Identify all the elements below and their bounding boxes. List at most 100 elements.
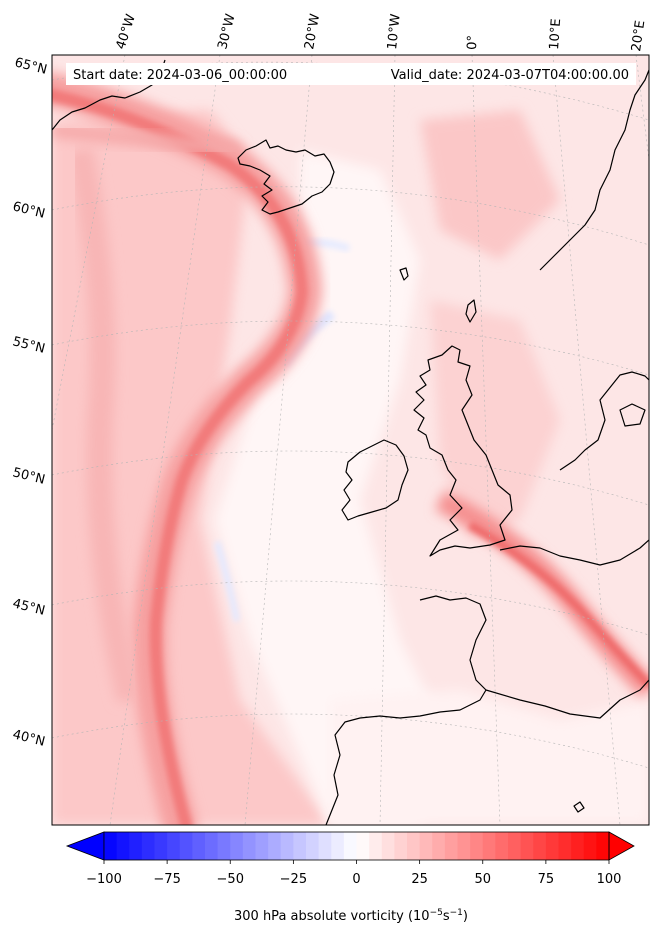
- colorbar-ticks: −100 −75 −50 −25 0 25 50 75 100: [86, 860, 621, 887]
- colorbar-tick-label: 75: [538, 872, 555, 887]
- vorticity-channel-band-core: [468, 521, 649, 688]
- colorbar-band: [394, 832, 408, 860]
- colorbar-band: [407, 832, 421, 860]
- colorbar-band: [179, 832, 193, 860]
- map-panel: [52, 55, 649, 825]
- lon-label-20w: 20°W: [302, 13, 323, 51]
- colorbar-tick-label: −100: [86, 872, 122, 887]
- colorbar-band: [167, 832, 181, 860]
- colorbar-band: [306, 832, 320, 860]
- france-iberia-coast: [325, 595, 487, 825]
- colorbar-band: [495, 832, 509, 860]
- date-header-box: [66, 63, 636, 85]
- colorbar-bands: [104, 832, 610, 860]
- graticule: [52, 55, 649, 825]
- coastlines: [52, 59, 649, 825]
- start-date-text: Start date: 2024-03-06_00:00:00: [73, 68, 287, 83]
- vorticity-field: [52, 73, 649, 825]
- colorbar-band: [369, 832, 383, 860]
- colorbar-band: [331, 832, 345, 860]
- longitude-line: [552, 55, 621, 825]
- balearic-island: [573, 801, 585, 813]
- colorbar-band: [268, 832, 282, 860]
- mediterranean-coast: [485, 679, 649, 719]
- colorbar-band: [104, 832, 118, 860]
- colorbar-band: [154, 832, 168, 860]
- iceland-coast: [237, 139, 335, 215]
- north-sea-continent-coast: [499, 539, 649, 566]
- lon-label-40w: 40°W: [114, 12, 139, 51]
- colorbar-band: [205, 832, 219, 860]
- colorbar-band: [432, 832, 446, 860]
- lat-label-45n: 45°N: [11, 596, 46, 618]
- colorbar-tick-label: 100: [597, 872, 622, 887]
- colorbar-tick-label: −75: [153, 872, 180, 887]
- faroe-islands: [399, 267, 409, 281]
- colorbar-band: [571, 832, 585, 860]
- great-britain-coast: [413, 345, 513, 557]
- longitude-line: [379, 55, 396, 825]
- colorbar-band: [533, 832, 547, 860]
- lat-label-65n: 65°N: [13, 55, 48, 77]
- colorbar-band: [558, 832, 572, 860]
- norway-coast: [539, 69, 649, 271]
- lon-label-0: 0°: [465, 35, 481, 50]
- colorbar-band: [217, 832, 231, 860]
- vorticity-northeast-maximum: [420, 110, 560, 260]
- colorbar-band: [242, 832, 256, 860]
- colorbar-band: [293, 832, 307, 860]
- colorbar-band: [508, 832, 522, 860]
- denmark-sweden-coast: [559, 371, 649, 471]
- longitude-line: [52, 55, 126, 431]
- vorticity-north-band: [52, 123, 241, 157]
- colorbar-band: [482, 832, 496, 860]
- colorbar-band: [419, 832, 433, 860]
- latitude-labels: 65°N 60°N 55°N 50°N 45°N 40°N: [11, 55, 48, 749]
- vorticity-south-neutral: [330, 690, 649, 825]
- lon-label-10e: 10°E: [547, 18, 564, 50]
- lon-label-10w: 10°W: [385, 13, 404, 50]
- lon-label-20e: 20°E: [629, 20, 648, 53]
- vorticity-west-band: [67, 147, 143, 704]
- vorticity-jet-band-core: [52, 89, 309, 825]
- colorbar-band: [255, 832, 269, 860]
- lon-label-30w: 30°W: [215, 12, 238, 51]
- colorbar-tick-label: 50: [474, 872, 491, 887]
- colorbar-band: [444, 832, 458, 860]
- colorbar-min-extend-arrow: [65, 831, 105, 861]
- sweden-lake: [619, 403, 646, 427]
- colorbar-band: [343, 832, 357, 860]
- colorbar-tick-label: 25: [411, 872, 428, 887]
- colorbar-band: [545, 832, 559, 860]
- colorbar-tick-label: 0: [352, 872, 360, 887]
- colorbar-band: [583, 832, 597, 860]
- colorbar-band: [470, 832, 484, 860]
- colorbar-max-extend-arrow: [608, 831, 635, 861]
- colorbar-band: [381, 832, 395, 860]
- vorticity-neutral-lane: [215, 150, 460, 825]
- colorbar-band: [318, 832, 332, 860]
- negative-vorticity-streak: [214, 540, 240, 622]
- colorbar-band: [230, 832, 244, 860]
- colorbar-band: [520, 832, 534, 860]
- longitude-line: [244, 55, 313, 825]
- colorbar-label: 300 hPa absolute vorticity (10−5s−1): [234, 908, 468, 924]
- colorbar-band: [129, 832, 143, 860]
- colorbar-band: [116, 832, 130, 860]
- lat-label-40n: 40°N: [11, 727, 46, 749]
- colorbar-band: [192, 832, 206, 860]
- valid-date-text: Valid_date: 2024-03-07T04:00:00.00: [391, 68, 629, 83]
- colorbar-band: [356, 832, 370, 860]
- colorbar-tick-label: −25: [280, 872, 307, 887]
- lat-label-55n: 55°N: [11, 334, 46, 356]
- ireland-coast: [341, 439, 409, 521]
- colorbar-band: [596, 832, 610, 860]
- colorbar-band: [280, 832, 294, 860]
- lat-label-50n: 50°N: [11, 465, 46, 487]
- lat-label-60n: 60°N: [11, 199, 46, 221]
- longitude-labels: 40°W 30°W 20°W 10°W 0° 10°E 20°E: [114, 12, 649, 52]
- colorbar-band: [141, 832, 155, 860]
- colorbar-band: [457, 832, 471, 860]
- colorbar-tick-label: −50: [217, 872, 244, 887]
